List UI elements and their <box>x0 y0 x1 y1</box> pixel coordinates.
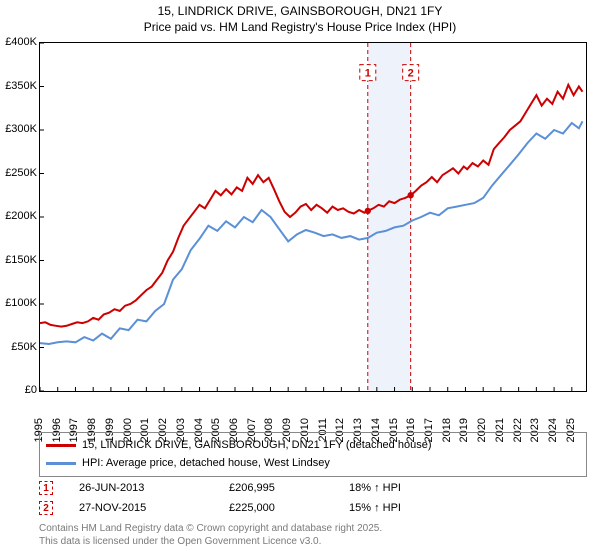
plot-area: 12 <box>39 42 587 392</box>
legend-swatch <box>46 462 76 465</box>
sale-row: 1 26-JUN-2013£206,99518% ↑ HPI <box>39 478 587 498</box>
legend-row: HPI: Average price, detached house, West… <box>46 455 580 473</box>
sale-date: 27-NOV-2015 <box>69 502 229 514</box>
y-tick-label: £100K <box>5 297 37 309</box>
legend-label: HPI: Average price, detached house, West… <box>82 455 330 473</box>
y-axis-labels: £0£50K£100K£150K£200K£250K£300K£350K£400… <box>0 42 39 392</box>
legend-swatch <box>46 444 76 447</box>
legend-label: 15, LINDRICK DRIVE, GAINSBOROUGH, DN21 1… <box>82 437 431 455</box>
title-subtitle: Price paid vs. HM Land Registry's House … <box>0 20 600 36</box>
legend: 15, LINDRICK DRIVE, GAINSBOROUGH, DN21 1… <box>39 432 587 477</box>
svg-text:2: 2 <box>408 68 414 80</box>
y-tick-label: £0 <box>25 384 37 396</box>
title-address: 15, LINDRICK DRIVE, GAINSBOROUGH, DN21 1… <box>0 4 600 20</box>
chart-container: 15, LINDRICK DRIVE, GAINSBOROUGH, DN21 1… <box>0 0 600 560</box>
chart-titles: 15, LINDRICK DRIVE, GAINSBOROUGH, DN21 1… <box>0 0 600 35</box>
sale-price: £225,000 <box>229 502 349 514</box>
footer-line1: Contains HM Land Registry data © Crown c… <box>39 522 587 535</box>
y-tick-label: £150K <box>5 254 37 266</box>
y-tick-label: £400K <box>5 36 37 48</box>
sale-diff: 18% ↑ HPI <box>349 482 469 494</box>
svg-text:1: 1 <box>365 68 371 80</box>
sale-marker: 2 <box>39 501 53 515</box>
y-tick-label: £350K <box>5 80 37 92</box>
sale-diff: 15% ↑ HPI <box>349 502 469 514</box>
footer-line2: This data is licensed under the Open Gov… <box>39 535 587 548</box>
sale-marker: 1 <box>39 481 53 495</box>
y-tick-label: £250K <box>5 167 37 179</box>
plot-svg: 12 <box>40 43 586 391</box>
x-axis-labels: 1995199619971998199920002001200220032004… <box>39 394 587 424</box>
y-tick-label: £300K <box>5 123 37 135</box>
y-tick-label: £200K <box>5 210 37 222</box>
sale-date: 26-JUN-2013 <box>69 482 229 494</box>
sale-row: 2 27-NOV-2015£225,00015% ↑ HPI <box>39 498 587 518</box>
legend-row: 15, LINDRICK DRIVE, GAINSBOROUGH, DN21 1… <box>46 437 580 455</box>
sale-price: £206,995 <box>229 482 349 494</box>
y-tick-label: £50K <box>11 341 37 353</box>
footer-attribution: Contains HM Land Registry data © Crown c… <box>39 522 587 548</box>
sales-table: 1 26-JUN-2013£206,99518% ↑ HPI 2 27-NOV-201… <box>39 478 587 518</box>
